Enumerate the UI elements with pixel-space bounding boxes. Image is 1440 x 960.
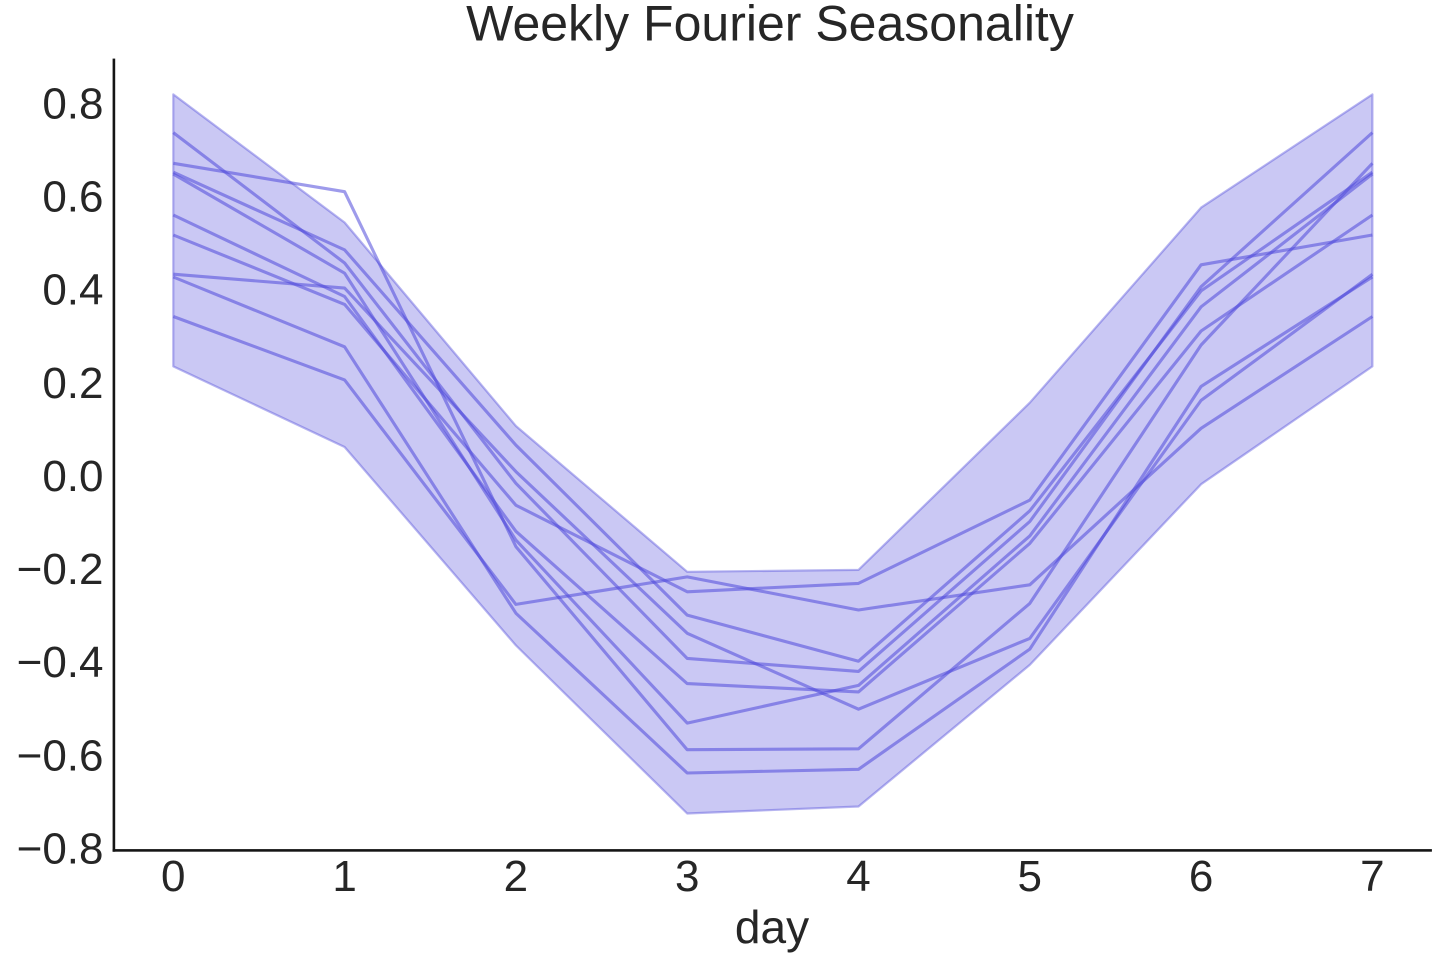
svg-text:5: 5	[1018, 852, 1042, 901]
svg-text:3: 3	[675, 852, 699, 901]
svg-text:0.8: 0.8	[42, 79, 103, 128]
svg-text:day: day	[735, 901, 809, 953]
svg-text:−0.6: −0.6	[17, 731, 104, 780]
svg-text:4: 4	[846, 852, 870, 901]
svg-text:0.4: 0.4	[42, 266, 103, 315]
svg-text:0: 0	[161, 852, 185, 901]
svg-text:Weekly Fourier Seasonality: Weekly Fourier Seasonality	[466, 0, 1074, 52]
svg-text:0.0: 0.0	[42, 452, 103, 501]
svg-text:0.2: 0.2	[42, 359, 103, 408]
svg-text:−0.4: −0.4	[17, 638, 104, 687]
svg-text:−0.2: −0.2	[17, 545, 104, 594]
svg-text:7: 7	[1360, 852, 1384, 901]
svg-text:0.6: 0.6	[42, 172, 103, 221]
svg-text:6: 6	[1189, 852, 1213, 901]
svg-text:2: 2	[504, 852, 528, 901]
svg-text:1: 1	[332, 852, 356, 901]
svg-text:−0.8: −0.8	[17, 825, 104, 874]
